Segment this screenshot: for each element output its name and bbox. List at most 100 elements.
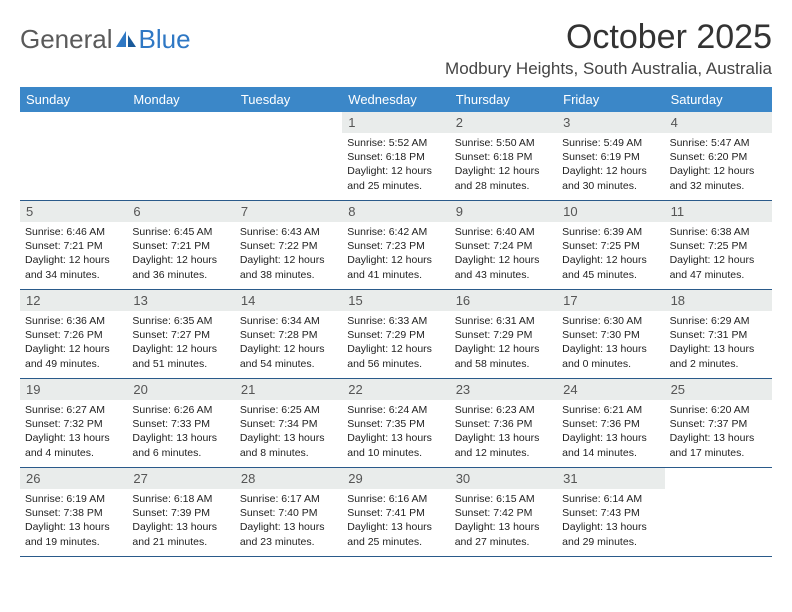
day-number: 28 (235, 468, 342, 489)
day-number: 8 (342, 201, 449, 222)
logo-text-2: Blue (139, 24, 191, 55)
daylight-text: Daylight: 12 hours and 49 minutes. (25, 342, 122, 370)
daylight-text: Daylight: 12 hours and 30 minutes. (562, 164, 659, 192)
day-content: Sunrise: 5:52 AMSunset: 6:18 PMDaylight:… (342, 133, 449, 199)
day-number: 1 (342, 112, 449, 133)
calendar-cell: 1Sunrise: 5:52 AMSunset: 6:18 PMDaylight… (342, 112, 449, 200)
day-number: 13 (127, 290, 234, 311)
day-content: Sunrise: 6:34 AMSunset: 7:28 PMDaylight:… (235, 311, 342, 377)
day-content: Sunrise: 6:17 AMSunset: 7:40 PMDaylight:… (235, 489, 342, 555)
sunset-text: Sunset: 7:40 PM (240, 506, 337, 520)
sunset-text: Sunset: 7:30 PM (562, 328, 659, 342)
day-content: Sunrise: 6:43 AMSunset: 7:22 PMDaylight:… (235, 222, 342, 288)
day-content: Sunrise: 6:15 AMSunset: 7:42 PMDaylight:… (450, 489, 557, 555)
day-number: 12 (20, 290, 127, 311)
sunset-text: Sunset: 7:27 PM (132, 328, 229, 342)
logo-text-1: General (20, 24, 113, 55)
week-row: 19Sunrise: 6:27 AMSunset: 7:32 PMDayligh… (20, 379, 772, 468)
sunset-text: Sunset: 7:22 PM (240, 239, 337, 253)
calendar-cell: 31Sunrise: 6:14 AMSunset: 7:43 PMDayligh… (557, 468, 664, 556)
daylight-text: Daylight: 12 hours and 36 minutes. (132, 253, 229, 281)
sunrise-text: Sunrise: 6:40 AM (455, 225, 552, 239)
sunrise-text: Sunrise: 6:26 AM (132, 403, 229, 417)
sunset-text: Sunset: 7:25 PM (670, 239, 767, 253)
day-number: 10 (557, 201, 664, 222)
sunset-text: Sunset: 7:21 PM (25, 239, 122, 253)
calendar-cell: 30Sunrise: 6:15 AMSunset: 7:42 PMDayligh… (450, 468, 557, 556)
calendar-cell: 2Sunrise: 5:50 AMSunset: 6:18 PMDaylight… (450, 112, 557, 200)
daylight-text: Daylight: 13 hours and 8 minutes. (240, 431, 337, 459)
day-header: Sunday (20, 87, 127, 112)
sunset-text: Sunset: 6:19 PM (562, 150, 659, 164)
sunrise-text: Sunrise: 6:23 AM (455, 403, 552, 417)
sunrise-text: Sunrise: 6:46 AM (25, 225, 122, 239)
day-content: Sunrise: 6:14 AMSunset: 7:43 PMDaylight:… (557, 489, 664, 555)
day-content: Sunrise: 6:26 AMSunset: 7:33 PMDaylight:… (127, 400, 234, 466)
sunrise-text: Sunrise: 6:33 AM (347, 314, 444, 328)
calendar-cell: 8Sunrise: 6:42 AMSunset: 7:23 PMDaylight… (342, 201, 449, 289)
calendar-cell: 23Sunrise: 6:23 AMSunset: 7:36 PMDayligh… (450, 379, 557, 467)
sunset-text: Sunset: 7:26 PM (25, 328, 122, 342)
day-content: Sunrise: 6:46 AMSunset: 7:21 PMDaylight:… (20, 222, 127, 288)
calendar-cell (665, 468, 772, 556)
calendar-cell: 13Sunrise: 6:35 AMSunset: 7:27 PMDayligh… (127, 290, 234, 378)
day-number: 5 (20, 201, 127, 222)
calendar-cell (20, 112, 127, 200)
calendar-cell: 17Sunrise: 6:30 AMSunset: 7:30 PMDayligh… (557, 290, 664, 378)
calendar-cell: 16Sunrise: 6:31 AMSunset: 7:29 PMDayligh… (450, 290, 557, 378)
sunset-text: Sunset: 7:37 PM (670, 417, 767, 431)
daylight-text: Daylight: 13 hours and 6 minutes. (132, 431, 229, 459)
sunrise-text: Sunrise: 6:43 AM (240, 225, 337, 239)
daylight-text: Daylight: 13 hours and 14 minutes. (562, 431, 659, 459)
sunrise-text: Sunrise: 6:29 AM (670, 314, 767, 328)
sunrise-text: Sunrise: 6:31 AM (455, 314, 552, 328)
sunrise-text: Sunrise: 6:18 AM (132, 492, 229, 506)
calendar: Sunday Monday Tuesday Wednesday Thursday… (20, 87, 772, 557)
sunrise-text: Sunrise: 5:52 AM (347, 136, 444, 150)
logo-sail-icon (115, 30, 137, 48)
calendar-cell: 12Sunrise: 6:36 AMSunset: 7:26 PMDayligh… (20, 290, 127, 378)
sunset-text: Sunset: 7:36 PM (455, 417, 552, 431)
daylight-text: Daylight: 13 hours and 0 minutes. (562, 342, 659, 370)
sunset-text: Sunset: 7:29 PM (347, 328, 444, 342)
day-content: Sunrise: 6:39 AMSunset: 7:25 PMDaylight:… (557, 222, 664, 288)
daylight-text: Daylight: 13 hours and 19 minutes. (25, 520, 122, 548)
calendar-cell: 7Sunrise: 6:43 AMSunset: 7:22 PMDaylight… (235, 201, 342, 289)
daylight-text: Daylight: 13 hours and 27 minutes. (455, 520, 552, 548)
day-content: Sunrise: 5:50 AMSunset: 6:18 PMDaylight:… (450, 133, 557, 199)
calendar-cell: 19Sunrise: 6:27 AMSunset: 7:32 PMDayligh… (20, 379, 127, 467)
calendar-cell: 9Sunrise: 6:40 AMSunset: 7:24 PMDaylight… (450, 201, 557, 289)
day-number: 14 (235, 290, 342, 311)
sunrise-text: Sunrise: 6:39 AM (562, 225, 659, 239)
day-content: Sunrise: 6:42 AMSunset: 7:23 PMDaylight:… (342, 222, 449, 288)
sunrise-text: Sunrise: 6:16 AM (347, 492, 444, 506)
calendar-cell: 14Sunrise: 6:34 AMSunset: 7:28 PMDayligh… (235, 290, 342, 378)
day-number: 22 (342, 379, 449, 400)
sunset-text: Sunset: 6:20 PM (670, 150, 767, 164)
day-header: Tuesday (235, 87, 342, 112)
day-content: Sunrise: 6:36 AMSunset: 7:26 PMDaylight:… (20, 311, 127, 377)
calendar-cell: 25Sunrise: 6:20 AMSunset: 7:37 PMDayligh… (665, 379, 772, 467)
daylight-text: Daylight: 13 hours and 29 minutes. (562, 520, 659, 548)
day-header: Saturday (665, 87, 772, 112)
day-content: Sunrise: 6:45 AMSunset: 7:21 PMDaylight:… (127, 222, 234, 288)
daylight-text: Daylight: 12 hours and 47 minutes. (670, 253, 767, 281)
sunrise-text: Sunrise: 6:38 AM (670, 225, 767, 239)
calendar-cell: 20Sunrise: 6:26 AMSunset: 7:33 PMDayligh… (127, 379, 234, 467)
week-row: 5Sunrise: 6:46 AMSunset: 7:21 PMDaylight… (20, 201, 772, 290)
daylight-text: Daylight: 12 hours and 45 minutes. (562, 253, 659, 281)
daylight-text: Daylight: 13 hours and 10 minutes. (347, 431, 444, 459)
sunrise-text: Sunrise: 6:14 AM (562, 492, 659, 506)
sunrise-text: Sunrise: 6:24 AM (347, 403, 444, 417)
calendar-cell: 26Sunrise: 6:19 AMSunset: 7:38 PMDayligh… (20, 468, 127, 556)
day-content: Sunrise: 5:49 AMSunset: 6:19 PMDaylight:… (557, 133, 664, 199)
title-block: October 2025 Modbury Heights, South Aust… (445, 18, 772, 79)
sunset-text: Sunset: 7:42 PM (455, 506, 552, 520)
daylight-text: Daylight: 12 hours and 25 minutes. (347, 164, 444, 192)
day-number: 16 (450, 290, 557, 311)
calendar-cell: 6Sunrise: 6:45 AMSunset: 7:21 PMDaylight… (127, 201, 234, 289)
day-content: Sunrise: 6:25 AMSunset: 7:34 PMDaylight:… (235, 400, 342, 466)
sunset-text: Sunset: 7:35 PM (347, 417, 444, 431)
day-content: Sunrise: 5:47 AMSunset: 6:20 PMDaylight:… (665, 133, 772, 199)
calendar-cell: 27Sunrise: 6:18 AMSunset: 7:39 PMDayligh… (127, 468, 234, 556)
